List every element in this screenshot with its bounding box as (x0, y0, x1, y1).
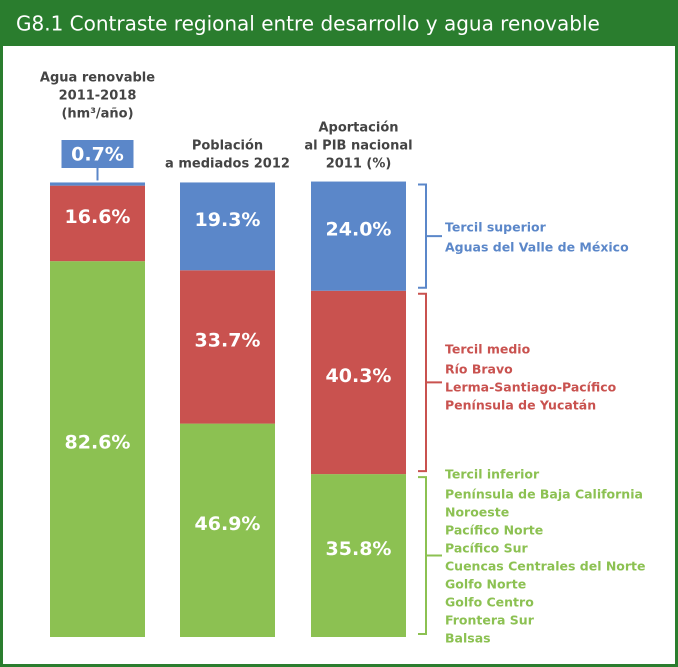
data-label: 46.9% (195, 513, 261, 535)
bar-segment (311, 181, 406, 291)
chart-title: G8.1 Contraste regional entre desarrollo… (16, 12, 600, 36)
legend-label: Tercil medio (445, 342, 531, 357)
legend-region: Frontera Sur (445, 613, 535, 628)
data-label: 33.7% (195, 329, 261, 351)
x-tick-label: Población (192, 139, 263, 154)
bar-segment (180, 182, 275, 271)
bracket (418, 292, 442, 473)
data-label: 0.7% (71, 144, 124, 166)
legend-label: Tercil superior (445, 220, 547, 235)
legend-region: Lerma-Santiago-Pacífico (445, 380, 617, 395)
bar-segment (180, 423, 275, 637)
legend-region: Golfo Norte (445, 577, 526, 592)
legend-region: Balsas (445, 631, 491, 646)
legend-region: Golfo Centro (445, 595, 534, 610)
bar-segment (50, 185, 145, 262)
data-label: 35.8% (326, 538, 392, 560)
bracket (418, 476, 442, 635)
legend-region: Aguas del Valle de México (445, 240, 629, 255)
legend-region: Península de Yucatán (445, 398, 596, 413)
x-tick-label: 2011-2018 (59, 89, 137, 104)
legend-label: Tercil inferior (445, 467, 540, 482)
data-label: 24.0% (326, 219, 392, 241)
x-tick-label: al PIB nacional (304, 139, 412, 154)
bar-segment (311, 474, 406, 637)
data-label: 16.6% (65, 206, 131, 228)
bar-segment (50, 182, 145, 186)
legend-region: Península de Baja California (445, 487, 643, 502)
data-label: 40.3% (326, 365, 392, 387)
data-label: 19.3% (195, 209, 261, 231)
x-tick-label: Aportación (318, 121, 398, 136)
legend-region: Noroeste (445, 505, 509, 520)
legend-region: Pacífico Norte (445, 523, 543, 538)
data-label: 82.6% (65, 432, 131, 454)
x-tick-label: a mediados 2012 (165, 157, 290, 172)
bar-segment (311, 290, 406, 475)
bar-segment (50, 261, 145, 637)
bracket (418, 183, 442, 289)
legend-region: Cuencas Centrales del Norte (445, 559, 646, 574)
legend-region: Río Bravo (445, 362, 513, 377)
bar-segment (180, 270, 275, 424)
x-tick-label: 2011 (%) (326, 157, 392, 172)
legend-region: Pacífico Sur (445, 541, 528, 556)
x-tick-label: (hm³/año) (61, 107, 133, 122)
label-box (61, 140, 134, 168)
header (0, 0, 678, 46)
x-tick-label: Agua renovable (40, 71, 155, 86)
